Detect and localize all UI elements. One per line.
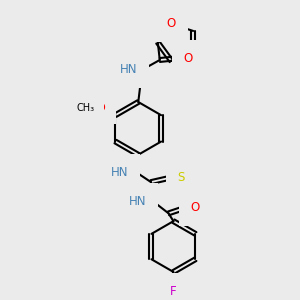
- Text: O: O: [190, 201, 200, 214]
- Text: S: S: [178, 171, 185, 184]
- Text: F: F: [170, 285, 177, 298]
- Text: HN: HN: [120, 63, 137, 76]
- Text: CH₃: CH₃: [76, 103, 94, 113]
- Text: O: O: [96, 103, 105, 113]
- Text: O: O: [167, 17, 176, 30]
- Text: HN: HN: [111, 166, 128, 179]
- Text: HN: HN: [129, 195, 146, 208]
- Text: O: O: [184, 52, 193, 64]
